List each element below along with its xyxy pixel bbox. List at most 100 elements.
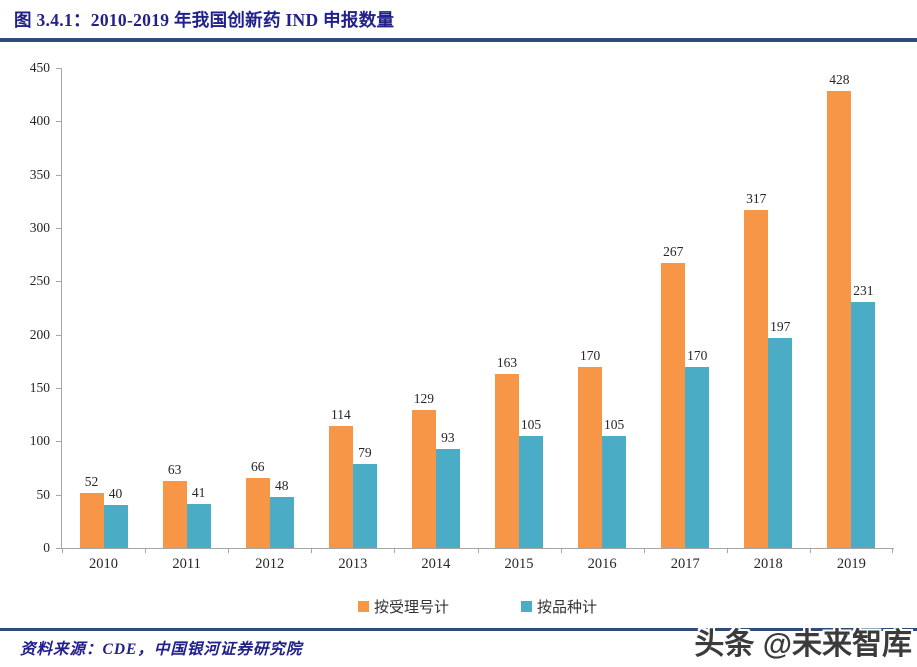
bar-group: 52 40 (62, 68, 145, 548)
x-axis-label: 2010 (89, 556, 119, 572)
y-axis-label: 300 (29, 220, 50, 235)
legend-item-variety: 按品种计 (521, 596, 597, 617)
y-axis-label: 100 (29, 433, 50, 449)
bar-value-label: 41 (191, 485, 206, 500)
bar (352, 464, 377, 548)
bar (103, 505, 128, 548)
y-axis-line (61, 68, 62, 549)
x-axis-label: 2019 (836, 556, 866, 572)
x-axis-label: 2014 (421, 556, 451, 572)
x-axis-label: 2011 (172, 556, 201, 572)
y-axis-label: 350 (29, 166, 50, 182)
y-axis-tick (56, 281, 61, 283)
bar-value-label: 93 (441, 430, 455, 445)
bar (602, 436, 627, 548)
y-axis-label: 150 (29, 380, 50, 395)
y-axis-tick (56, 174, 61, 176)
bar (79, 493, 104, 548)
y-axis-label: 0 (43, 540, 50, 555)
x-axis-tick (62, 548, 63, 553)
x-axis-label: 2013 (338, 556, 368, 572)
chart-title: 图 3.4.1：2010-2019 年我国创新药 IND 申报数量 (14, 10, 395, 30)
bar-value-label: 48 (274, 478, 289, 493)
bar (162, 481, 187, 548)
bar-group: 63 41 (145, 68, 228, 548)
bar-group: 66 48 (228, 68, 311, 548)
y-axis-label: 400 (29, 113, 50, 129)
bar-value-label: 105 (603, 417, 625, 432)
bar (435, 449, 460, 548)
y-axis-tick (56, 121, 61, 123)
bar (768, 338, 793, 548)
bar-group: 267 170 (644, 68, 727, 548)
x-axis-tick (560, 548, 562, 553)
x-axis-tick (809, 548, 811, 553)
y-axis-tick (56, 548, 61, 549)
y-axis-label: 450 (29, 60, 50, 75)
bar-value-label: 63 (167, 462, 182, 477)
bar (827, 91, 852, 548)
plot-area: 52 40 63 41 66 48 114 79 129 93 163 105 170 105 267 170… (30, 60, 894, 572)
bar (269, 497, 294, 548)
source-note: 资料来源：CDE，中国银河证券研究院 (20, 641, 303, 658)
x-axis-label: 2018 (753, 556, 783, 572)
bar (186, 504, 211, 548)
bar-group: 428 231 (810, 68, 893, 548)
bar-value-label: 317 (746, 191, 767, 206)
bar-value-label: 66 (250, 459, 265, 474)
bar-value-label: 129 (413, 391, 435, 406)
bar (245, 478, 270, 548)
bar-value-label: 170 (579, 348, 601, 363)
x-axis-tick (311, 548, 313, 553)
bar (744, 210, 769, 548)
footer-rule (0, 628, 917, 631)
bar (578, 367, 603, 548)
bar-value-label: 170 (687, 348, 708, 363)
y-axis-label: 50 (36, 486, 51, 502)
bar-group: 114 79 (311, 68, 394, 548)
x-axis-tick (643, 548, 645, 553)
x-axis-label: 2016 (587, 556, 617, 572)
x-axis-label: 2015 (504, 556, 534, 572)
x-axis-tick (726, 548, 728, 553)
x-axis-tick (394, 548, 396, 553)
x-axis-label: 2017 (670, 556, 700, 572)
legend-label-variety: 按品种计 (537, 600, 598, 616)
bar-value-label: 114 (330, 407, 351, 422)
y-axis-tick (56, 494, 61, 496)
bar-value-label: 267 (663, 244, 684, 259)
bar-group: 129 93 (394, 68, 477, 548)
x-axis-tick (477, 548, 479, 553)
bar (495, 374, 520, 548)
bar-group: 170 105 (561, 68, 644, 548)
title-rule (0, 38, 917, 42)
bar-group: 317 197 (727, 68, 810, 548)
bar-value-label: 163 (496, 355, 518, 370)
legend-swatch-variety (521, 601, 532, 612)
bar-value-label: 105 (520, 417, 542, 432)
y-axis-tick (56, 441, 61, 443)
y-axis-tick (56, 334, 61, 336)
bar (328, 426, 353, 548)
x-axis-tick (892, 548, 893, 553)
bar-value-label: 52 (84, 474, 99, 489)
legend-swatch-acceptance (357, 601, 369, 612)
bar-value-label: 231 (853, 283, 874, 298)
watermark: 头条 @未来智库 (694, 628, 912, 661)
x-axis-tick (145, 548, 147, 553)
y-axis-tick (56, 68, 61, 69)
y-axis-label: 200 (29, 326, 50, 342)
bar (661, 263, 686, 548)
bar-value-label: 79 (358, 445, 372, 460)
bar-value-label: 40 (108, 486, 123, 501)
bar-value-label: 197 (770, 319, 791, 334)
legend-item-acceptance: 按受理号计 (357, 596, 449, 617)
legend-label-acceptance: 按受理号计 (373, 600, 449, 616)
x-axis-tick (228, 548, 230, 553)
x-axis-labels: 2010 2011 2012 2013 2014 2015 2016 2017 2018 2019 (62, 556, 893, 573)
bar-value-label: 428 (829, 72, 850, 87)
bar (411, 410, 436, 548)
bar-groups: 52 40 63 41 66 48 114 79 129 93 163 105 170 105 267 170… (62, 68, 893, 548)
y-axis-tick (56, 388, 61, 389)
